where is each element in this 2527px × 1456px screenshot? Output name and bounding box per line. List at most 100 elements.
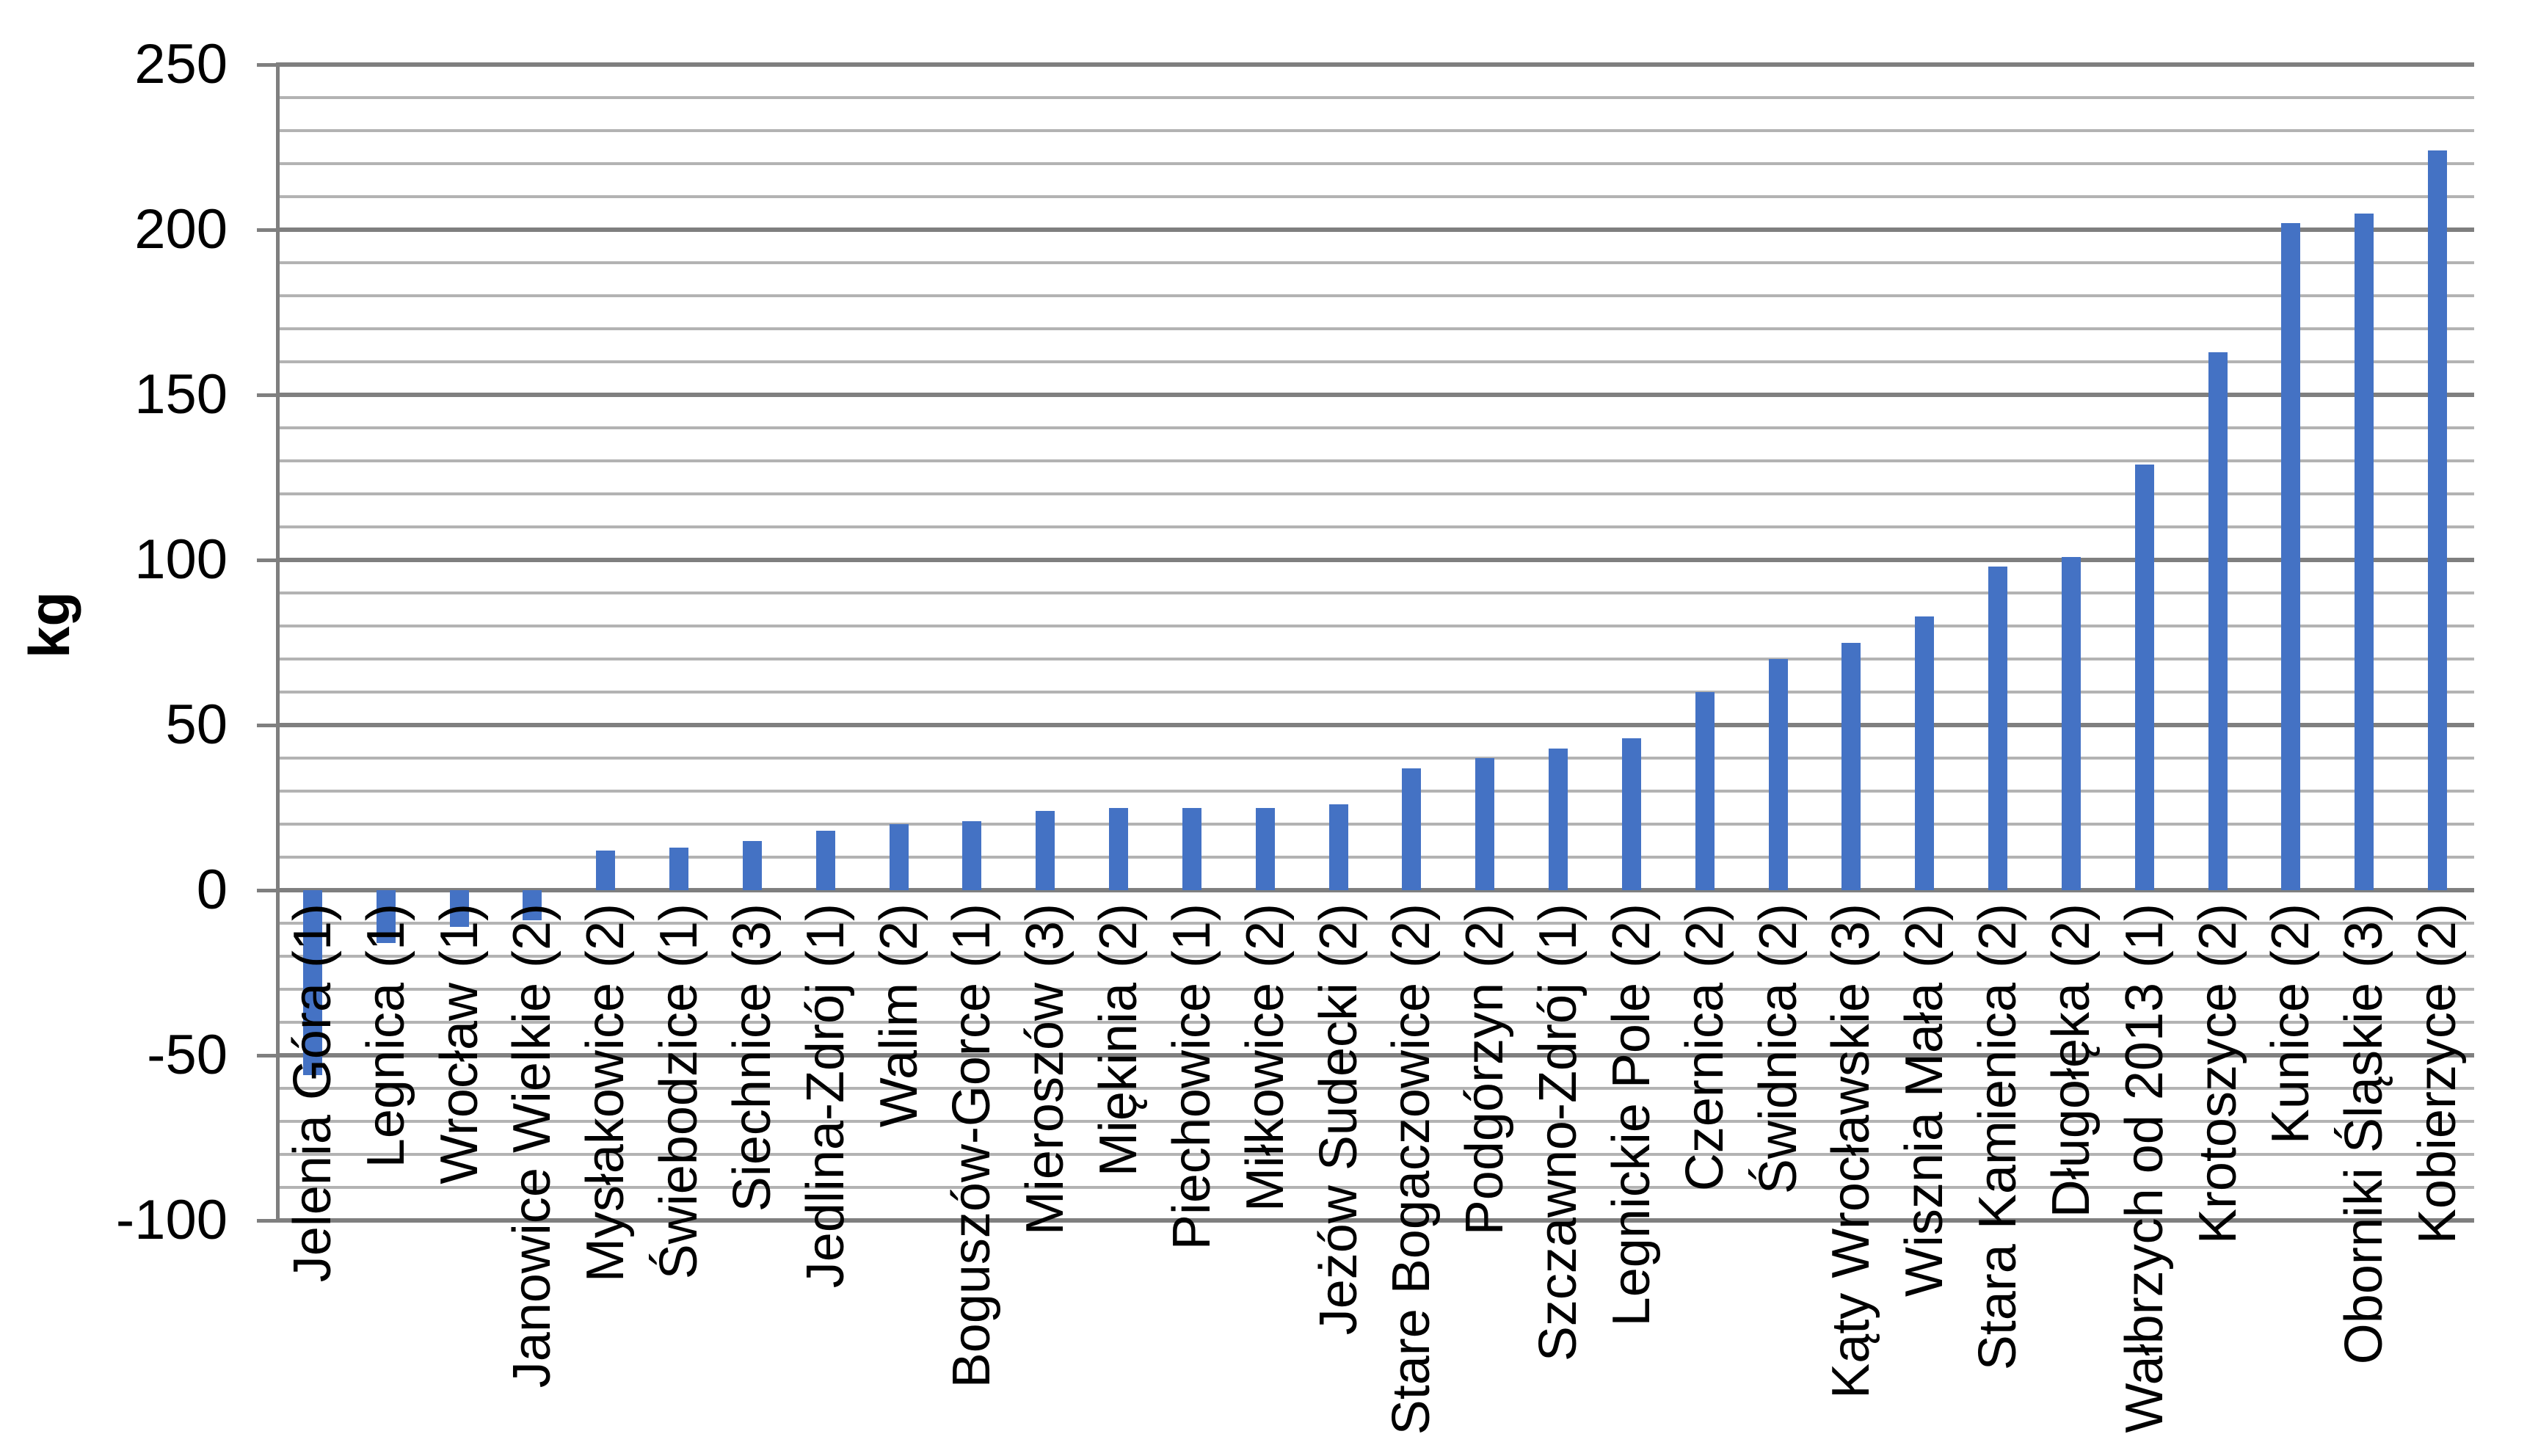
y-axis-tick (257, 228, 276, 232)
minor-gridline (276, 856, 2474, 859)
minor-gridline (276, 294, 2474, 297)
bar (2134, 464, 2154, 890)
minor-gridline (276, 459, 2474, 462)
y-axis-tick (257, 63, 276, 67)
x-category-label: Siechnice (3) (722, 903, 782, 1212)
minor-gridline (276, 261, 2474, 264)
bar (302, 890, 322, 1075)
y-axis-tick (257, 724, 276, 727)
x-category-label: Wisznia Mała (2) (1895, 903, 1955, 1297)
bar (1475, 758, 1495, 890)
y-axis-tick (257, 1219, 276, 1223)
minor-gridline (276, 691, 2474, 694)
minor-gridline (276, 658, 2474, 660)
x-category-label: Kunice (2) (2261, 903, 2321, 1145)
x-category-label: Jelenia Góra (1) (283, 903, 342, 1283)
minor-gridline (276, 823, 2474, 826)
bar (523, 890, 542, 920)
major-gridline (276, 723, 2474, 727)
minor-gridline (276, 1021, 2474, 1024)
y-axis-line (276, 65, 280, 1220)
minor-gridline (276, 525, 2474, 528)
x-category-label: Jedlina-Zdrój (1) (796, 903, 855, 1289)
bar (742, 840, 762, 890)
bar (1695, 692, 1715, 890)
bar (1988, 567, 2008, 890)
x-category-label: Krotoszyce (2) (2188, 903, 2247, 1245)
minor-gridline (276, 625, 2474, 627)
x-category-label: Stare Bogaczowice (2) (1382, 903, 1441, 1435)
y-tick-label: 0 (196, 859, 228, 921)
bar (1255, 807, 1275, 890)
minor-gridline (276, 757, 2474, 760)
bar (1621, 738, 1641, 890)
major-gridline (276, 393, 2474, 397)
minor-gridline (276, 162, 2474, 165)
x-category-label: Legnica (1) (356, 903, 415, 1168)
y-axis-tick (257, 889, 276, 892)
minor-gridline (276, 922, 2474, 925)
x-category-label: Kobierzyce (2) (2408, 903, 2468, 1245)
x-category-label: Kąty Wrocławskie (3) (1822, 903, 1881, 1399)
x-category-label: Jeżów Sudecki (2) (1309, 903, 1368, 1336)
x-category-label: Oborniki Śląskie (3) (2335, 903, 2394, 1365)
y-tick-label: 150 (134, 363, 228, 426)
x-category-label: Podgórzyn (2) (1455, 903, 1515, 1236)
minor-gridline (276, 129, 2474, 132)
y-tick-label: -100 (115, 1189, 228, 1251)
x-category-label: Piechowice (1) (1162, 903, 1221, 1251)
major-gridline (276, 1218, 2474, 1223)
x-category-label: Miękinia (2) (1089, 903, 1149, 1177)
y-axis-tick (257, 393, 276, 397)
bar (376, 890, 396, 943)
x-category-label: Janowice Wielkie (2) (503, 903, 562, 1388)
minor-gridline (276, 1087, 2474, 1090)
bar (596, 851, 616, 890)
bar (1328, 804, 1348, 890)
y-axis-tick (257, 1054, 276, 1058)
minor-gridline (276, 327, 2474, 330)
major-gridline (276, 558, 2474, 562)
minor-gridline (276, 790, 2474, 793)
x-category-label: Mysłakowice (2) (576, 903, 636, 1283)
bar (815, 831, 835, 890)
minor-gridline (276, 426, 2474, 429)
bar (1036, 811, 1055, 890)
bar (1768, 659, 1788, 890)
x-category-label: Wrocław (1) (429, 903, 489, 1184)
bar (2208, 352, 2228, 890)
x-category-label: Czernica (2) (1675, 903, 1734, 1192)
bar (1841, 642, 1861, 890)
y-tick-label: 100 (134, 528, 228, 591)
minor-gridline (276, 1153, 2474, 1156)
bar (449, 890, 469, 927)
x-category-label: Boguszów-Gorce (1) (942, 903, 1002, 1388)
x-category-label: Świdnica (2) (1748, 903, 1808, 1195)
bar (2428, 150, 2448, 890)
bar (1182, 807, 1201, 890)
minor-gridline (276, 955, 2474, 958)
bar (1109, 807, 1129, 890)
bar (2355, 213, 2374, 890)
minor-gridline (276, 195, 2474, 198)
minor-gridline (276, 592, 2474, 594)
x-category-label: Legnickie Pole (2) (1601, 903, 1661, 1327)
bar (2061, 556, 2081, 890)
x-category-label: Długołęka (2) (2041, 903, 2101, 1218)
minor-gridline (276, 492, 2474, 495)
major-gridline (276, 888, 2474, 892)
x-category-label: Wałbrzych od 2013 (1) (2115, 903, 2174, 1433)
x-category-label: Szczawno-Zdrój (1) (1529, 903, 1588, 1362)
bar (1402, 768, 1422, 890)
bar (962, 820, 982, 890)
x-category-label: Miłkowice (2) (1235, 903, 1295, 1212)
bar (669, 847, 689, 890)
x-category-label: Mieroszów (3) (1016, 903, 1075, 1236)
y-axis-tick (257, 558, 276, 562)
minor-gridline (276, 96, 2474, 99)
minor-gridline (276, 1120, 2474, 1123)
x-category-label: Walim (2) (869, 903, 928, 1128)
bar (1549, 748, 1568, 890)
major-gridline (276, 228, 2474, 232)
